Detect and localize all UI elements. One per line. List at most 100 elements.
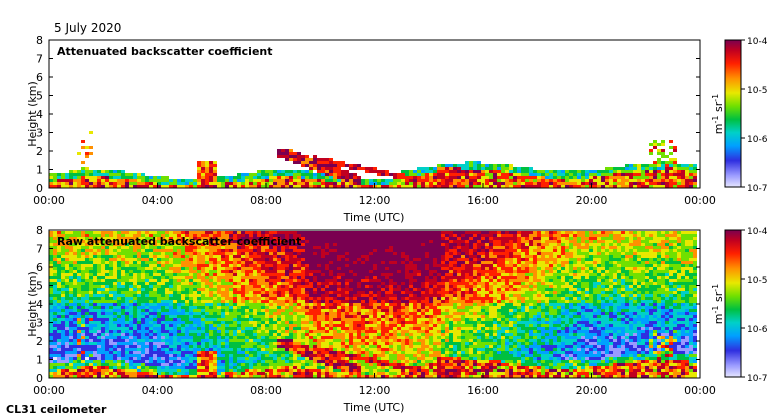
heatmap-cell: [117, 185, 121, 188]
heatmap-cell: [489, 164, 493, 167]
heatmap-cell: [101, 179, 105, 182]
heatmap-cell: [585, 179, 589, 182]
heatmap-cell: [309, 161, 313, 164]
heatmap-cell: [305, 372, 309, 375]
heatmap-cell: [205, 240, 209, 243]
heatmap-cell: [657, 143, 661, 146]
heatmap-cell: [205, 327, 209, 330]
heatmap-cell: [173, 321, 177, 324]
heatmap-cell: [101, 375, 105, 378]
heatmap-cell: [169, 294, 173, 297]
heatmap-cell: [293, 363, 297, 366]
heatmap-cell: [173, 348, 177, 351]
heatmap-cell: [161, 306, 165, 309]
heatmap-cell: [113, 261, 117, 264]
heatmap-cell: [329, 158, 333, 161]
heatmap-cell: [245, 339, 249, 342]
heatmap-cell: [629, 176, 633, 179]
heatmap-cell: [73, 360, 77, 363]
heatmap-cell: [345, 270, 349, 273]
heatmap-cell: [201, 318, 205, 321]
heatmap-cell: [89, 231, 93, 234]
heatmap-cell: [305, 309, 309, 312]
heatmap-cell: [85, 348, 89, 351]
figure-date: 5 July 2020: [54, 21, 121, 35]
heatmap-cell: [249, 288, 253, 291]
heatmap-cell: [157, 243, 161, 246]
heatmap-cell: [317, 258, 321, 261]
heatmap-cell: [237, 306, 241, 309]
y-axis-label-1: Height (km): [26, 81, 39, 147]
heatmap-cell: [301, 185, 305, 188]
heatmap-cell: [65, 342, 69, 345]
heatmap-cell: [313, 252, 317, 255]
heatmap-cell: [53, 282, 57, 285]
heatmap-cell: [357, 348, 361, 351]
heatmap-cell: [277, 333, 281, 336]
heatmap-cell: [501, 173, 505, 176]
heatmap-cell: [77, 351, 81, 354]
heatmap-cell: [517, 185, 521, 188]
heatmap-cell: [205, 270, 209, 273]
heatmap-cell: [173, 330, 177, 333]
heatmap-cell: [405, 185, 409, 188]
heatmap-cell: [213, 357, 217, 360]
heatmap-cell: [285, 330, 289, 333]
heatmap-cell: [257, 240, 261, 243]
heatmap-cell: [285, 288, 289, 291]
heatmap-cell: [253, 237, 257, 240]
heatmap-cell: [201, 234, 205, 237]
heatmap-cell: [305, 155, 309, 158]
heatmap-cell: [605, 173, 609, 176]
heatmap-cell: [137, 366, 141, 369]
heatmap-cell: [553, 176, 557, 179]
heatmap-cell: [153, 182, 157, 185]
heatmap-cell: [257, 297, 261, 300]
heatmap-cell: [341, 288, 345, 291]
heatmap-cell: [665, 167, 669, 170]
heatmap-cell: [281, 336, 285, 339]
heatmap-cell: [337, 342, 341, 345]
heatmap-cell: [105, 372, 109, 375]
heatmap-cell: [165, 351, 169, 354]
heatmap-cell: [177, 270, 181, 273]
heatmap-cell: [253, 339, 257, 342]
heatmap-cell: [613, 167, 617, 170]
heatmap-cell: [541, 185, 545, 188]
heatmap-cell: [269, 339, 273, 342]
heatmap-cell: [329, 182, 333, 185]
heatmap-cell: [293, 348, 297, 351]
heatmap-cell: [161, 291, 165, 294]
heatmap-cell: [233, 303, 237, 306]
heatmap-cell: [345, 255, 349, 258]
heatmap-cell: [57, 243, 61, 246]
heatmap-cell: [137, 288, 141, 291]
x-axis-label-1: Time (UTC): [343, 211, 405, 224]
heatmap-cell: [69, 246, 73, 249]
heatmap-cell: [345, 237, 349, 240]
heatmap-cell: [121, 366, 125, 369]
heatmap-cell: [217, 342, 221, 345]
heatmap-cell: [273, 366, 277, 369]
heatmap-cell: [161, 369, 165, 372]
heatmap-cell: [129, 179, 133, 182]
heatmap-cell: [93, 258, 97, 261]
heatmap-cell: [133, 291, 137, 294]
heatmap-cell: [397, 173, 401, 176]
heatmap-cell: [157, 303, 161, 306]
heatmap-cell: [637, 167, 641, 170]
heatmap-cell: [137, 264, 141, 267]
heatmap-cell: [689, 185, 693, 188]
heatmap-cell: [261, 339, 265, 342]
heatmap-cell: [333, 161, 337, 164]
heatmap-cell: [305, 300, 309, 303]
heatmap-cell: [517, 176, 521, 179]
heatmap-cell: [129, 342, 133, 345]
heatmap-cell: [137, 357, 141, 360]
heatmap-cell: [261, 330, 265, 333]
heatmap-cell: [125, 182, 129, 185]
heatmap-cell: [81, 231, 85, 234]
heatmap-cell: [209, 369, 213, 372]
heatmap-cell: [153, 261, 157, 264]
heatmap-cell: [677, 173, 681, 176]
